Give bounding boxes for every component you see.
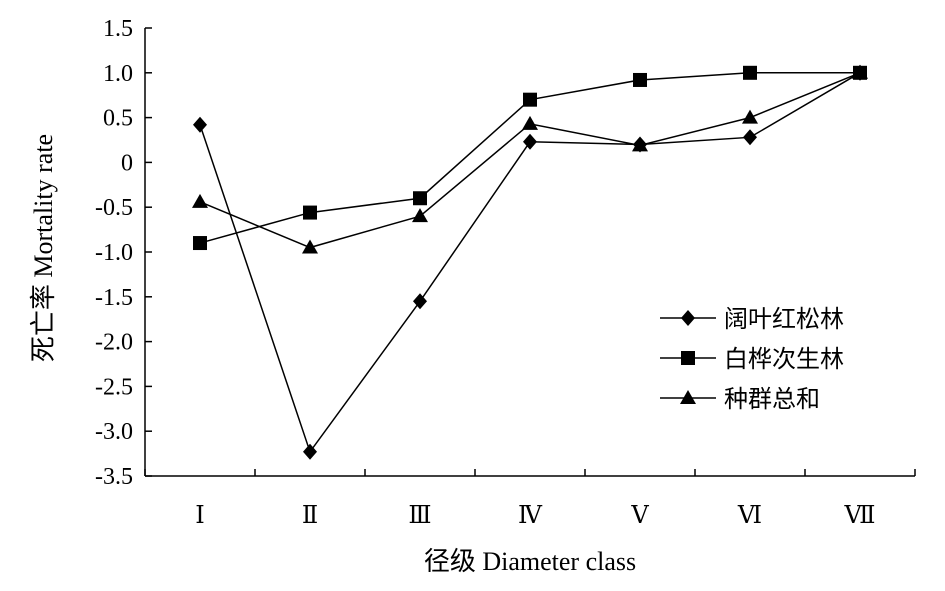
data-point-diamond — [193, 116, 207, 133]
x-tick-label: Ⅵ — [737, 503, 762, 529]
y-tick-label: -1.5 — [95, 285, 133, 311]
x-tick-label: Ⅴ — [630, 503, 649, 529]
data-point-square — [523, 92, 537, 107]
x-axis-title: 径级 Diameter class — [424, 547, 636, 576]
y-axis-title: 死亡率 Mortality rate — [29, 134, 58, 362]
data-point-diamond — [743, 129, 757, 146]
x-tick-label: Ⅱ — [302, 503, 318, 529]
y-tick-label: -2.5 — [95, 374, 133, 400]
data-point-diamond — [523, 133, 537, 150]
data-point-triangle — [522, 115, 538, 130]
data-point-square — [633, 72, 647, 87]
data-point-triangle — [192, 193, 208, 208]
data-point-square — [193, 236, 207, 251]
y-tick-label: 1.5 — [103, 16, 133, 42]
y-tick-label: -3.5 — [95, 464, 133, 490]
data-point-diamond — [413, 293, 427, 310]
data-point-triangle — [302, 239, 318, 254]
legend-label: 阔叶红松林 — [724, 305, 844, 333]
x-tick-label: Ⅲ — [408, 503, 431, 529]
data-point-square — [743, 65, 757, 80]
data-point-diamond — [303, 443, 317, 460]
y-tick-label: -0.5 — [95, 195, 133, 221]
data-point-triangle — [632, 137, 648, 152]
data-point-square — [413, 191, 427, 206]
y-tick-label: 1.0 — [103, 61, 133, 87]
data-point-triangle — [852, 64, 868, 79]
x-tick-label: Ⅰ — [195, 503, 204, 529]
y-tick-label: -2.0 — [95, 330, 133, 356]
x-tick-label: Ⅶ — [844, 503, 876, 529]
legend-label: 白桦次生林 — [724, 345, 844, 373]
y-tick-label: -1.0 — [95, 240, 133, 266]
data-point-square — [303, 205, 317, 220]
legend-marker-square — [681, 351, 695, 365]
series-markers — [192, 64, 868, 460]
y-tick-label: 0.5 — [103, 106, 133, 132]
y-tick-label: -3.0 — [95, 419, 133, 445]
data-point-triangle — [742, 109, 758, 124]
legend-label: 种群总和 — [724, 385, 820, 413]
y-tick-label: 0 — [121, 150, 133, 176]
x-tick-label: Ⅳ — [518, 503, 543, 529]
legend-marker-triangle — [680, 390, 696, 404]
legend-marker-diamond — [681, 310, 695, 326]
axes: 1.5 1.0 0.5 0 -0.5 -1.0 -1.5 -2.0 -2.5 -3.0 -3.5 Ⅰ Ⅱ… — [95, 16, 916, 529]
data-point-triangle — [412, 208, 428, 223]
